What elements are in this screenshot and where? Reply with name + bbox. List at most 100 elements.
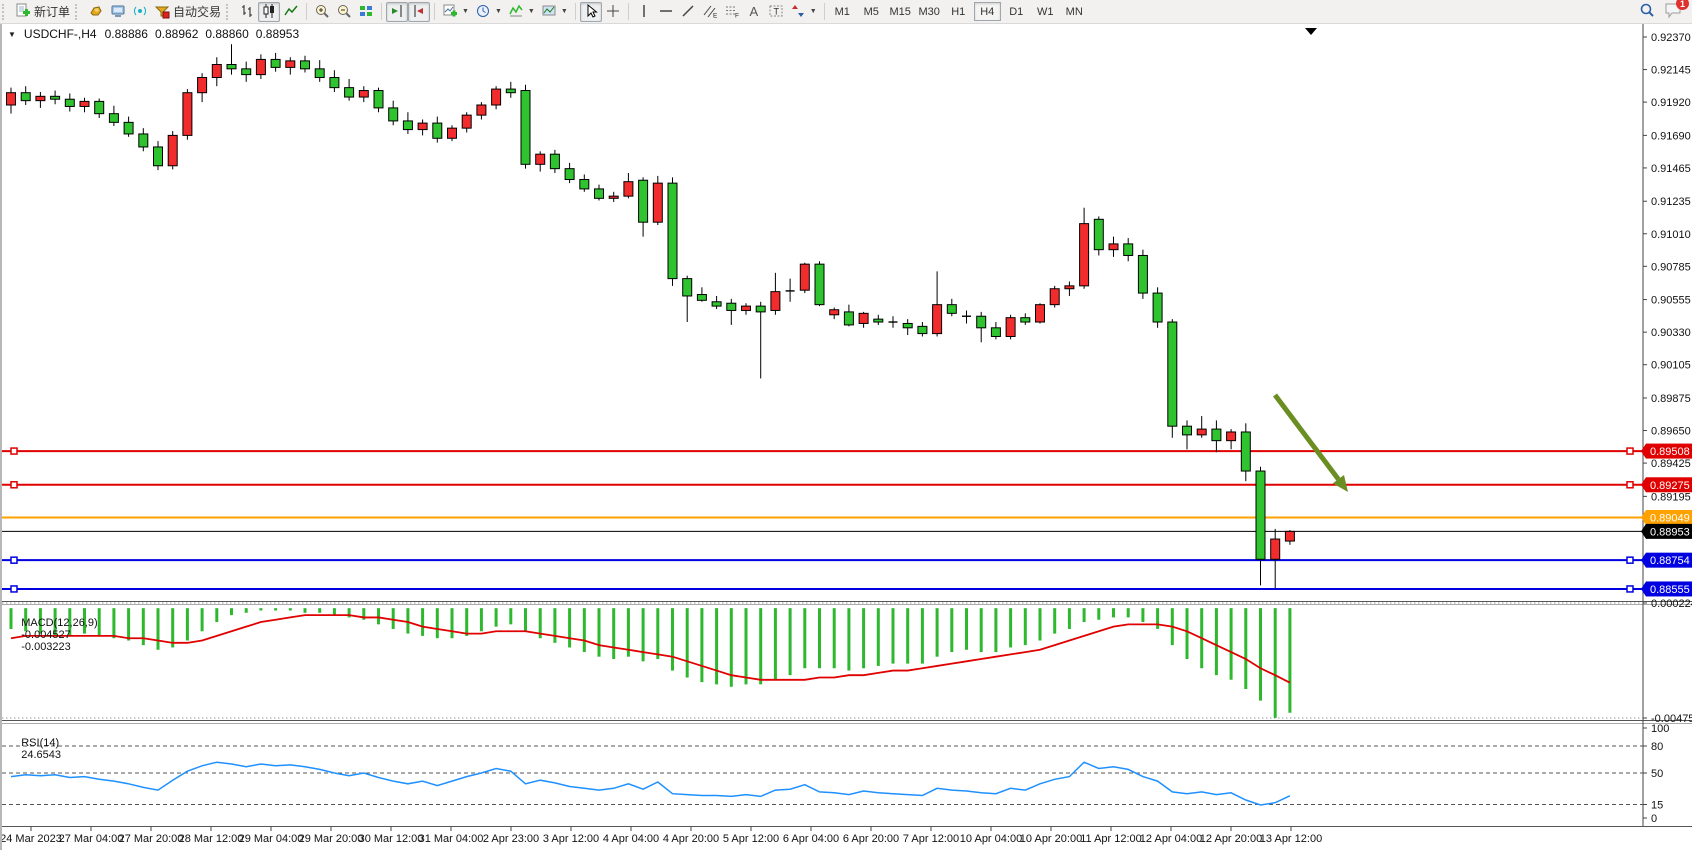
price-tick-label: 0.90555 xyxy=(1651,295,1691,307)
timeframe-button-M1[interactable]: M1 xyxy=(834,5,850,18)
tile-windows-button[interactable] xyxy=(355,2,377,22)
price-tick-label: 0.91235 xyxy=(1651,196,1691,208)
trendline-button[interactable] xyxy=(677,2,699,22)
price-tick-label: 0.90785 xyxy=(1651,261,1691,273)
candle-body xyxy=(667,182,678,280)
time-tick-label: 11 Apr 12:00 xyxy=(1080,833,1142,845)
line-handle[interactable] xyxy=(1626,481,1634,489)
line-handle[interactable] xyxy=(10,481,18,489)
timeframe-button-D1[interactable]: D1 xyxy=(1009,5,1024,18)
text-label-icon: T xyxy=(768,3,784,21)
toolbar-grip[interactable] xyxy=(226,3,233,20)
rsi-axis-label: 80 xyxy=(1651,741,1663,753)
line-handle[interactable] xyxy=(1626,585,1634,593)
toolbar-grip[interactable] xyxy=(75,3,82,20)
price-label-text: 0.89275 xyxy=(1650,480,1690,492)
time-tick-label: 12 Apr 20:00 xyxy=(1200,833,1262,845)
bar-chart-button[interactable] xyxy=(236,2,258,22)
indicators-dropdown[interactable]: ▼ xyxy=(505,2,538,22)
candle-body xyxy=(358,90,369,98)
candle-body xyxy=(255,58,266,76)
new-order-button[interactable]: 新订单 xyxy=(12,2,73,22)
candle-body xyxy=(873,318,884,323)
candle-body xyxy=(843,311,854,326)
candle-body xyxy=(344,87,355,98)
text-button[interactable]: A xyxy=(743,2,765,22)
timeframe-group: M1 M5 M15 M30 H1 H4 D1 W1 MN xyxy=(829,2,1088,21)
rsi-axis-label: 15 xyxy=(1651,800,1663,812)
line-handle[interactable] xyxy=(1626,556,1634,564)
zoom-out-button[interactable] xyxy=(333,2,355,22)
signal-button[interactable] xyxy=(129,2,151,22)
line-chart-button[interactable] xyxy=(280,2,302,22)
deposit-button[interactable] xyxy=(85,2,107,22)
trend-arrow-annotation[interactable] xyxy=(1273,393,1341,481)
candle-body xyxy=(814,263,825,306)
candle-body xyxy=(652,182,663,223)
horizontal-line-button[interactable] xyxy=(655,2,677,22)
price-tick-label: 0.89875 xyxy=(1651,393,1691,405)
vertical-line-button[interactable] xyxy=(633,2,655,22)
candle-body xyxy=(682,278,693,297)
candle-body xyxy=(1182,425,1192,436)
price-label-text: 0.89508 xyxy=(1650,446,1690,458)
terminal-button[interactable] xyxy=(107,2,129,22)
candlestick-chart-button[interactable] xyxy=(258,1,281,22)
equidistant-channel-icon: E xyxy=(702,3,718,21)
candle-body xyxy=(211,63,222,79)
price-tick-label: 0.91010 xyxy=(1651,229,1691,241)
crosshair-button[interactable] xyxy=(602,2,624,22)
candle-body xyxy=(491,88,502,106)
candle-body xyxy=(1167,321,1178,427)
chart-shift-button[interactable] xyxy=(386,1,409,22)
equidistant-channel-button[interactable]: E xyxy=(699,2,721,22)
autotrade-button[interactable]: 自动交易 xyxy=(151,2,224,22)
time-tick-label: 29 Mar 04:00 xyxy=(239,833,304,845)
signal-icon xyxy=(132,3,148,21)
chart-plot[interactable]: 0.92370 0.92145 0.91920 0.91690 0.91465 0.912… xyxy=(2,24,1692,850)
new-order-icon xyxy=(15,3,31,21)
candle-body xyxy=(476,104,487,116)
periods-dropdown[interactable]: ▼ xyxy=(472,2,505,22)
timeframe-button-H4[interactable]: H4 xyxy=(973,2,1001,21)
symbol-dropdown-icon[interactable]: ▼ xyxy=(8,29,16,39)
search-icon[interactable] xyxy=(1638,1,1656,24)
line-handle[interactable] xyxy=(10,556,18,564)
chart-shift-marker[interactable] xyxy=(1305,28,1317,35)
chat-button[interactable]: 1 xyxy=(1664,0,1689,24)
rsi-axis-label: 50 xyxy=(1651,768,1663,780)
timeframe-button-M15[interactable]: M15 xyxy=(889,5,911,18)
price-tick-label: 0.91690 xyxy=(1651,130,1691,142)
arrows-dropdown[interactable]: ▼ xyxy=(787,2,820,22)
candle-body xyxy=(314,68,325,79)
auto-scroll-button[interactable] xyxy=(408,1,431,22)
timeframe-button-H1[interactable]: H1 xyxy=(951,5,966,18)
cursor-button[interactable] xyxy=(579,1,602,22)
zoom-in-button[interactable] xyxy=(311,2,333,22)
timeframe-button-MN[interactable]: MN xyxy=(1065,5,1083,18)
candle-body xyxy=(1079,223,1090,287)
timeframe-button-M5[interactable]: M5 xyxy=(863,5,879,18)
templates-dropdown[interactable]: ▼ xyxy=(538,2,571,22)
price-label-badge xyxy=(1646,509,1692,525)
line-handle[interactable] xyxy=(10,447,18,455)
price-tick-label: 0.91465 xyxy=(1651,163,1691,175)
candle-body xyxy=(197,77,208,94)
price-label-text: 0.89049 xyxy=(1650,512,1690,524)
candle-body xyxy=(1123,243,1134,256)
line-handle[interactable] xyxy=(10,585,18,593)
terminal-icon xyxy=(110,3,126,21)
time-tick-label: 12 Apr 04:00 xyxy=(1140,833,1202,845)
candle-body xyxy=(711,301,722,307)
timeframe-button-M30[interactable]: M30 xyxy=(918,5,940,18)
toolbar: 新订单 自动交易 xyxy=(0,0,1692,24)
new-chart-dropdown[interactable]: ▼ xyxy=(439,2,472,22)
toolbar-grip[interactable] xyxy=(2,3,9,20)
time-tick-label: 27 Mar 04:00 xyxy=(59,833,124,845)
timeframe-button-W1[interactable]: W1 xyxy=(1036,5,1054,18)
candle-body xyxy=(123,121,134,135)
fibonacci-button[interactable]: F xyxy=(721,2,743,22)
text-label-button[interactable]: T xyxy=(765,2,787,22)
line-handle[interactable] xyxy=(1626,447,1634,455)
time-tick-label: 24 Mar 2023 xyxy=(2,833,62,845)
